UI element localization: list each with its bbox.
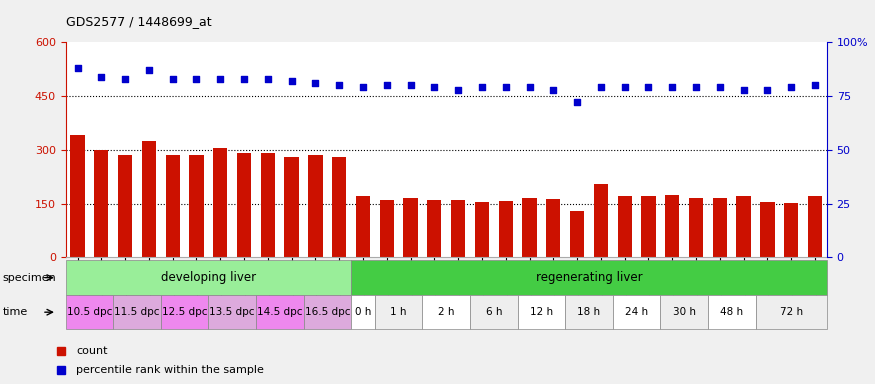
Bar xyxy=(760,202,774,257)
Bar xyxy=(427,200,442,257)
Text: 24 h: 24 h xyxy=(625,307,648,317)
Point xyxy=(356,84,370,91)
Bar xyxy=(70,136,85,257)
Bar xyxy=(618,196,632,257)
Text: 0 h: 0 h xyxy=(354,307,371,317)
Point xyxy=(380,82,394,88)
Bar xyxy=(713,198,727,257)
Text: 2 h: 2 h xyxy=(438,307,454,317)
Point xyxy=(713,84,727,91)
Bar xyxy=(284,157,298,257)
Text: 6 h: 6 h xyxy=(486,307,502,317)
Point xyxy=(618,84,632,91)
Point xyxy=(475,84,489,91)
Text: percentile rank within the sample: percentile rank within the sample xyxy=(76,365,264,375)
Point xyxy=(546,86,560,93)
Point xyxy=(118,76,132,82)
Bar xyxy=(261,153,275,257)
Bar xyxy=(142,141,156,257)
Point xyxy=(142,67,156,73)
Point xyxy=(808,82,822,88)
Point xyxy=(165,76,179,82)
Point xyxy=(427,84,441,91)
Point xyxy=(665,84,679,91)
Text: regenerating liver: regenerating liver xyxy=(536,271,642,284)
Point xyxy=(452,86,466,93)
Point xyxy=(94,74,108,80)
Bar xyxy=(689,198,704,257)
Point xyxy=(261,76,275,82)
Bar xyxy=(214,148,228,257)
Bar xyxy=(475,202,489,257)
Text: 72 h: 72 h xyxy=(780,307,802,317)
Text: 13.5 dpc: 13.5 dpc xyxy=(209,307,255,317)
Bar xyxy=(499,201,513,257)
Bar xyxy=(522,198,536,257)
Point xyxy=(594,84,608,91)
Text: 16.5 dpc: 16.5 dpc xyxy=(304,307,350,317)
Point xyxy=(214,76,228,82)
Bar xyxy=(737,196,751,257)
Bar xyxy=(546,199,561,257)
Point xyxy=(784,84,798,91)
Text: specimen: specimen xyxy=(3,273,56,283)
Point xyxy=(737,86,751,93)
Bar xyxy=(641,196,655,257)
Bar xyxy=(594,184,608,257)
Point xyxy=(284,78,298,84)
Point xyxy=(332,82,346,88)
Point xyxy=(641,84,655,91)
Text: 18 h: 18 h xyxy=(578,307,600,317)
Bar xyxy=(94,150,108,257)
Text: 12 h: 12 h xyxy=(530,307,553,317)
Point xyxy=(237,76,251,82)
Bar xyxy=(451,200,466,257)
Bar xyxy=(189,155,204,257)
Text: 30 h: 30 h xyxy=(673,307,696,317)
Point xyxy=(499,84,513,91)
Bar xyxy=(808,196,822,257)
Point xyxy=(760,86,774,93)
Text: count: count xyxy=(76,346,108,356)
Point xyxy=(308,80,322,86)
Bar xyxy=(356,196,370,257)
Point xyxy=(689,84,703,91)
Text: 11.5 dpc: 11.5 dpc xyxy=(115,307,160,317)
Bar xyxy=(308,155,323,257)
Text: 14.5 dpc: 14.5 dpc xyxy=(257,307,303,317)
Point xyxy=(403,82,417,88)
Text: 48 h: 48 h xyxy=(720,307,743,317)
Point xyxy=(190,76,204,82)
Text: time: time xyxy=(3,307,28,317)
Point xyxy=(522,84,536,91)
Bar xyxy=(118,155,132,257)
Bar xyxy=(403,198,417,257)
Bar xyxy=(380,200,394,257)
Point xyxy=(71,65,85,71)
Text: 1 h: 1 h xyxy=(390,307,407,317)
Bar xyxy=(332,157,346,257)
Text: 12.5 dpc: 12.5 dpc xyxy=(162,307,207,317)
Point xyxy=(570,99,584,106)
Bar xyxy=(165,155,180,257)
Text: GDS2577 / 1448699_at: GDS2577 / 1448699_at xyxy=(66,15,211,28)
Bar xyxy=(784,203,798,257)
Bar xyxy=(665,195,679,257)
Bar xyxy=(237,153,251,257)
Bar xyxy=(570,211,584,257)
Text: 10.5 dpc: 10.5 dpc xyxy=(66,307,112,317)
Text: developing liver: developing liver xyxy=(161,271,256,284)
